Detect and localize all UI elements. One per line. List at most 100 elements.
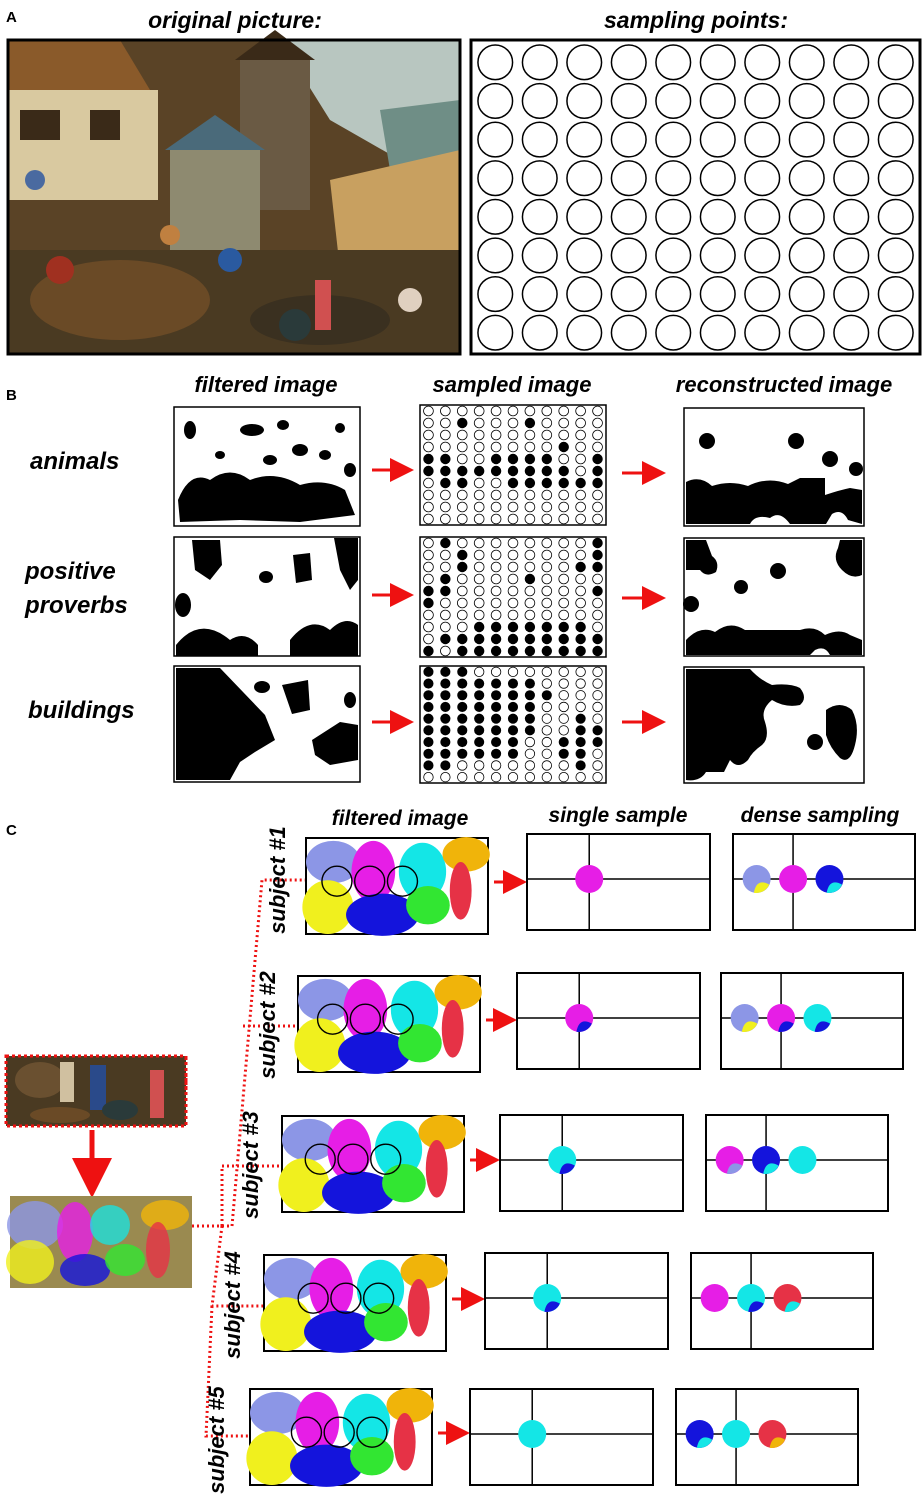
sample-point-empty xyxy=(541,441,553,453)
sample-point-filled xyxy=(592,465,603,477)
sample-point-filled xyxy=(457,549,468,561)
sample-point-empty xyxy=(575,513,586,525)
subject-rows: subject #1 subject #2 subject #3 subject #4… xyxy=(204,826,916,1494)
sample-point-empty xyxy=(524,772,536,783)
sample-point-filled xyxy=(524,633,536,645)
sample-point-empty xyxy=(592,417,603,429)
sample-point-empty xyxy=(473,417,485,429)
sample-point-empty xyxy=(457,772,468,783)
sample-point-empty xyxy=(507,760,519,771)
sample-point-empty xyxy=(575,537,586,549)
single-sample-frame xyxy=(526,833,711,931)
sample-point-empty xyxy=(490,549,502,561)
sampling-point xyxy=(833,198,870,235)
sample-point-empty xyxy=(575,678,586,689)
sample-point-empty xyxy=(456,537,468,549)
col-filtered-title-c: filtered image xyxy=(332,807,469,830)
sample-point-empty xyxy=(423,609,434,621)
sample-point-filled xyxy=(474,748,485,759)
segment-blue xyxy=(346,893,419,936)
sample-point-empty xyxy=(558,609,570,621)
sample-point-filled xyxy=(474,713,485,724)
subject-label-1: subject #1 xyxy=(265,826,290,934)
sample-point-empty xyxy=(558,573,570,585)
sampling-window xyxy=(304,1143,336,1175)
sample-point-empty xyxy=(473,573,485,585)
sample-point-empty xyxy=(575,609,586,621)
sampling-point xyxy=(655,82,692,119)
sample-point-empty xyxy=(474,760,485,771)
sampling-point xyxy=(877,314,914,351)
single-sample-frame xyxy=(469,1388,654,1486)
sample-point-filled xyxy=(440,537,451,549)
row-label-buildings: buildings xyxy=(28,697,135,724)
sampling-point xyxy=(744,314,781,351)
sample-point-empty xyxy=(592,597,603,609)
sampling-point xyxy=(655,160,692,197)
segment-blue xyxy=(304,1310,377,1353)
sample-point-empty xyxy=(575,772,586,783)
sampling-point xyxy=(655,314,692,351)
sample-point-empty xyxy=(524,441,536,453)
sampling-point xyxy=(877,82,914,119)
sample-point-empty xyxy=(490,666,502,677)
sample-point-empty xyxy=(558,561,570,573)
sample-point-filled xyxy=(440,701,451,712)
filtered-image-buildings xyxy=(173,665,361,783)
sample-point-filled xyxy=(524,690,535,701)
sample-point-empty xyxy=(473,429,485,441)
sample-point-empty xyxy=(473,513,485,525)
original-picture-title: original picture: xyxy=(148,7,322,33)
sample-point-empty xyxy=(558,405,570,417)
sample-point-empty xyxy=(423,489,434,501)
sampling-point xyxy=(521,276,558,313)
sample-point-empty xyxy=(575,441,586,453)
sample-point-empty xyxy=(592,748,603,759)
sample-point-filled xyxy=(592,561,603,573)
segment-green xyxy=(350,1437,394,1476)
col-single-title: single sample xyxy=(549,804,688,827)
sampling-point xyxy=(477,44,514,81)
sample-point-filled xyxy=(558,477,569,489)
sample-point-empty xyxy=(490,537,502,549)
sample-point-empty xyxy=(473,405,485,417)
sampling-point xyxy=(744,276,781,313)
sample-dot-part xyxy=(763,1163,779,1174)
sampled-grids xyxy=(423,405,603,783)
segment-lavender xyxy=(264,1257,319,1301)
sampling-point xyxy=(655,237,692,274)
sampling-point xyxy=(699,121,736,158)
sampling-point xyxy=(833,82,870,119)
col-reconstructed-image-title: reconstructed image xyxy=(676,372,892,397)
segment-lavender xyxy=(249,1391,305,1435)
sample-point-filled xyxy=(507,633,519,645)
sample-point-filled xyxy=(474,678,485,689)
sample-point-filled xyxy=(507,621,519,633)
sample-point-empty xyxy=(423,405,434,417)
sample-point-filled xyxy=(524,725,535,736)
sample-point-filled xyxy=(558,633,569,645)
sampling-point xyxy=(699,160,736,197)
segment-green xyxy=(382,1164,426,1203)
sampling-point xyxy=(655,276,692,313)
sample-point-empty xyxy=(524,666,536,677)
sample-point-empty xyxy=(541,725,552,736)
sample-point-filled xyxy=(558,737,569,748)
sample-point-empty xyxy=(423,549,434,561)
sample-point-filled xyxy=(457,561,468,573)
sample-point-filled xyxy=(558,621,569,633)
segment-red xyxy=(425,1140,448,1198)
sample-point-empty xyxy=(558,725,569,736)
sample-point-empty xyxy=(456,513,468,525)
sample-point-empty xyxy=(592,666,603,677)
sample-point-empty xyxy=(473,561,485,573)
sample-point-filled xyxy=(575,477,586,489)
sampling-window xyxy=(316,1003,349,1035)
sample-point-empty xyxy=(423,513,434,525)
sample-point-filled xyxy=(440,573,451,585)
sampling-point xyxy=(655,198,692,235)
sample-dot-part xyxy=(741,1021,758,1032)
sample-point-empty xyxy=(456,453,468,465)
sample-point-filled xyxy=(575,737,586,748)
sample-point-filled xyxy=(474,725,485,736)
